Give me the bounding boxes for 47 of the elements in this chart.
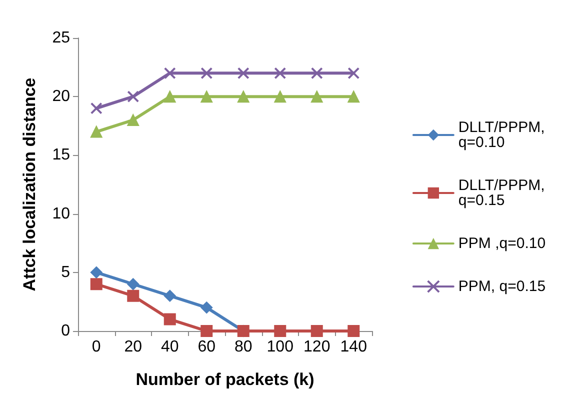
point <box>237 90 250 103</box>
point <box>274 67 286 80</box>
point <box>274 325 286 337</box>
point <box>348 90 360 103</box>
point <box>127 278 140 290</box>
point <box>164 67 176 80</box>
y-tick-label: 15 <box>52 146 70 164</box>
x-tick-label: 40 <box>160 338 179 356</box>
point <box>310 67 323 80</box>
point <box>127 114 140 126</box>
x-tick-label: 120 <box>304 338 330 356</box>
legend-label: DLLT/PPPM, q=0.15 <box>458 177 550 209</box>
legend-label: PPM ,q=0.10 <box>458 235 546 252</box>
point <box>348 325 360 337</box>
point <box>90 278 102 290</box>
y-tick-label: 5 <box>61 264 70 281</box>
point <box>127 290 140 302</box>
y-tick-label: 25 <box>52 30 70 46</box>
point <box>164 313 176 326</box>
point <box>200 325 213 337</box>
point <box>310 325 323 337</box>
point <box>90 102 102 114</box>
x-tick-label: 140 <box>340 338 368 356</box>
x-tick-label: 60 <box>198 338 216 356</box>
point <box>90 126 102 138</box>
point <box>200 67 213 80</box>
y-tick-label: 0 <box>61 322 70 340</box>
y-tick-label: 10 <box>52 205 70 222</box>
x-axis-title: Number of packets (k) <box>136 370 314 389</box>
point <box>348 67 360 80</box>
point <box>200 90 213 103</box>
point <box>274 90 286 103</box>
point <box>200 302 213 314</box>
x-tick-label: 80 <box>234 338 252 356</box>
point <box>310 90 323 103</box>
y-tick-label: 20 <box>52 88 70 106</box>
legend-label: DLLT/PPPM, q=0.10 <box>458 119 550 151</box>
x-tick-label: 0 <box>92 338 101 356</box>
point <box>164 90 176 103</box>
y-axis-title: Attck localization distance <box>20 78 39 292</box>
point <box>127 90 140 103</box>
point <box>164 290 176 302</box>
legend-label: PPM, q=0.15 <box>458 278 546 295</box>
x-tick-label: 100 <box>266 338 294 356</box>
point <box>90 266 102 278</box>
point <box>237 67 250 80</box>
x-tick-label: 20 <box>124 338 142 356</box>
